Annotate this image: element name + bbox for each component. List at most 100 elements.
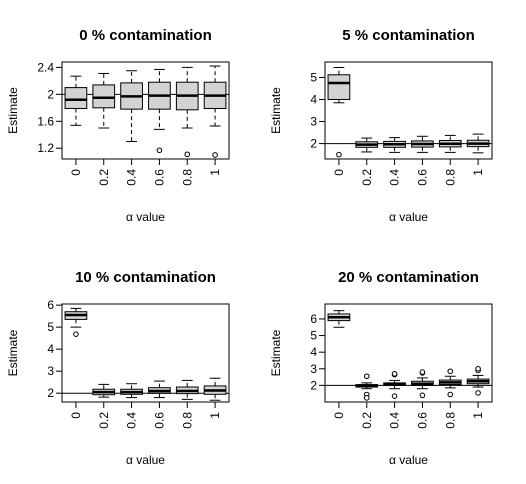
y-tick-label: 1.2: [37, 141, 54, 155]
box-1: [466, 365, 490, 396]
chart-panel-2: 5 % contamination 2 3 4 5 0 0.2 0.4 0.6 0.8 1 α val…: [269, 27, 493, 224]
y-tick-label: 3: [310, 362, 317, 376]
outlier-point: [475, 390, 481, 396]
chart-panel-3: 10 % contamination 2 3 4 5 6 0 0.2 0.4 0.6 0.8 1 α v…: [6, 269, 230, 467]
y-axis-label: Estimate: [6, 87, 20, 134]
box-0.8: [438, 368, 462, 398]
box-0.6: [148, 380, 171, 399]
chart-panel-1: 0 % contamination 1.2 1.6 2 2.4 0 0.2 0.4 0.6 0.8…: [6, 27, 230, 224]
x-tick-label: 0.8: [443, 412, 457, 429]
y-tick-label: 3: [47, 364, 54, 378]
box-0.6: [148, 68, 171, 154]
box-iqr: [92, 84, 116, 109]
box-0: [327, 67, 351, 158]
y-tick-label: 2.4: [37, 60, 54, 74]
box-0.6: [411, 135, 434, 153]
chart-title: 0 % contamination: [79, 27, 212, 44]
outlier-point: [73, 331, 79, 337]
box-0.8: [438, 134, 462, 153]
box-0.2: [355, 373, 379, 401]
x-tick-label: 0.8: [443, 169, 457, 186]
y-tick-label: 2: [47, 386, 54, 400]
box-0.8: [175, 379, 199, 400]
outlier-point: [363, 373, 370, 380]
chart-title: 5 % contamination: [342, 27, 475, 44]
plot-frame: [61, 61, 230, 160]
outlier-point: [184, 151, 191, 158]
y-tick-label: 5: [310, 70, 317, 84]
x-tick-label: 0.4: [388, 412, 402, 429]
y-tick-label: 3: [310, 115, 317, 129]
y-tick-label: 5: [310, 329, 317, 343]
box-0.4: [383, 370, 406, 399]
box-0.4: [383, 137, 406, 153]
y-tick-label: 4: [310, 92, 317, 106]
x-tick-label: 0.2: [97, 412, 111, 429]
x-tick-label: 1: [471, 169, 485, 176]
box-1: [466, 133, 490, 154]
x-tick-label: 0.8: [180, 169, 194, 186]
box-0.2: [92, 383, 116, 398]
x-tick-label: 0.6: [415, 412, 429, 429]
outlier-point: [447, 368, 454, 375]
plot-frame: [61, 303, 230, 403]
outlier-point: [419, 392, 426, 399]
box-0.2: [355, 137, 379, 153]
x-tick-label: 1: [208, 412, 222, 419]
box-1: [203, 377, 227, 401]
chart-panel-4: 20 % contamination 2 3 4 5 6 0 0.2 0.4 0.6 0.8 1 α v…: [269, 269, 493, 467]
box-0: [64, 75, 88, 126]
box-0.4: [120, 70, 143, 142]
x-axis-label: α value: [126, 210, 165, 224]
box-0.6: [411, 369, 434, 399]
outlier-point: [212, 152, 218, 158]
x-tick-label: 0.2: [97, 169, 111, 186]
box-0.2: [92, 72, 116, 129]
y-tick-label: 6: [47, 298, 54, 312]
x-tick-label: 0: [332, 412, 346, 419]
x-tick-label: 1: [208, 169, 222, 176]
x-axis-label: α value: [126, 453, 165, 467]
outlier-point: [336, 151, 342, 158]
box-0.8: [175, 66, 199, 158]
y-tick-label: 2: [47, 87, 54, 101]
x-tick-label: 0.4: [125, 169, 139, 186]
x-axis-label: α value: [389, 210, 428, 224]
box-1: [203, 65, 227, 158]
x-tick-label: 0.4: [125, 412, 139, 429]
x-tick-label: 0.6: [152, 412, 166, 429]
y-tick-label: 4: [47, 342, 54, 356]
x-tick-label: 0.2: [360, 412, 374, 429]
x-tick-label: 0: [69, 412, 83, 419]
box-0.4: [120, 383, 143, 399]
x-tick-label: 0.4: [388, 169, 402, 186]
y-tick-label: 5: [47, 320, 54, 334]
y-axis-label: Estimate: [269, 87, 283, 134]
plot-frame: [324, 303, 493, 403]
y-tick-label: 2: [310, 137, 317, 151]
y-axis-label: Estimate: [269, 329, 283, 376]
x-tick-label: 0: [332, 169, 346, 176]
y-tick-label: 4: [310, 345, 317, 359]
y-tick-label: 2: [310, 378, 317, 392]
chart-title: 20 % contamination: [338, 269, 479, 286]
chart-title: 10 % contamination: [75, 269, 216, 286]
x-tick-label: 0.6: [415, 169, 429, 186]
y-axis-label: Estimate: [6, 329, 20, 376]
box-iqr: [327, 74, 351, 100]
box-0: [64, 307, 88, 337]
y-tick-label: 6: [310, 312, 317, 326]
x-tick-label: 0.6: [152, 169, 166, 186]
x-tick-label: 1: [471, 412, 485, 419]
x-axis-label: α value: [389, 453, 428, 467]
outlier-point: [419, 369, 426, 375]
outlier-point: [391, 393, 398, 399]
x-tick-label: 0.8: [180, 412, 194, 429]
outlier-point: [363, 395, 370, 401]
x-tick-label: 0: [69, 169, 83, 176]
x-tick-label: 0.2: [360, 169, 374, 186]
plot-frame: [324, 61, 493, 160]
outlier-point: [447, 391, 454, 398]
outlier-point: [391, 370, 398, 377]
